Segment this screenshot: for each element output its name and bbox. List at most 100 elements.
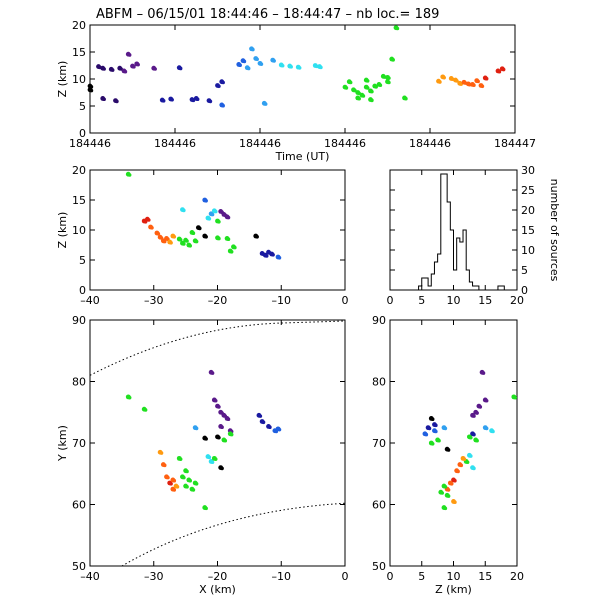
x-tick-label: –20	[208, 294, 228, 307]
data-point	[127, 395, 132, 400]
data-point	[462, 457, 467, 461]
y-tick-label: 5	[79, 100, 86, 113]
data-point	[365, 79, 370, 83]
histogram-step-line	[418, 173, 505, 291]
data-point	[204, 506, 208, 511]
data-point	[391, 58, 395, 62]
data-point	[246, 66, 251, 71]
y-tick-label: 15	[72, 194, 86, 207]
data-point	[255, 235, 259, 239]
data-point	[242, 59, 247, 64]
data-point	[404, 96, 408, 101]
data-point	[480, 84, 485, 89]
x-tick-label: 0	[342, 570, 349, 583]
x-tick-label: 0	[342, 294, 349, 307]
data-point	[475, 411, 479, 415]
x-axis-label: Time (UT)	[275, 150, 330, 163]
x-tick-label: –40	[80, 570, 100, 583]
panel-z-y-view: 0 5 10 15 20 50 60 70 80 90 Z (km)	[372, 314, 524, 596]
data-point	[172, 488, 177, 492]
y-tick-label: 50	[372, 560, 386, 573]
data-point	[476, 79, 480, 84]
y-tick-label: 60	[372, 499, 386, 512]
y-axis-label: Z (km)	[56, 212, 69, 249]
data-point	[217, 236, 221, 241]
data-point	[319, 65, 323, 70]
data-point	[146, 218, 151, 222]
y-tick-label: 10	[72, 224, 86, 237]
data-point	[150, 226, 154, 230]
y-tick-label: 20	[521, 204, 535, 217]
data-point	[132, 65, 136, 69]
data-point	[446, 448, 451, 452]
y-tick-label: 20	[72, 19, 86, 32]
data-point	[472, 83, 476, 87]
data-point	[434, 423, 438, 428]
data-point	[430, 417, 435, 422]
data-point	[185, 485, 189, 489]
x-tick-label: 0	[387, 294, 394, 307]
data-point	[204, 199, 208, 203]
data-point	[446, 494, 451, 498]
data-point	[182, 475, 186, 480]
y-axis-label: Z (km)	[56, 61, 69, 98]
y-tick-label: 70	[72, 437, 86, 450]
data-point	[472, 432, 476, 437]
data-point	[455, 79, 459, 83]
x-tick-label: 184447	[494, 137, 536, 150]
data-point	[434, 429, 438, 434]
data-point	[472, 466, 476, 471]
data-point	[446, 488, 451, 492]
data-point	[217, 84, 221, 89]
range-ring-outer	[89, 320, 346, 376]
data-point	[170, 97, 174, 102]
x-tick-label: 15	[478, 570, 492, 583]
data-point	[459, 463, 464, 468]
data-point	[191, 231, 196, 235]
data-point	[484, 426, 489, 431]
data-point	[89, 85, 94, 89]
y-axis-label: number of sources	[548, 179, 561, 282]
data-point	[191, 488, 196, 492]
data-point	[156, 232, 161, 236]
data-point	[220, 425, 224, 429]
y-tick-label: 70	[372, 437, 386, 450]
data-point	[102, 67, 106, 71]
x-tick-label: 10	[447, 570, 461, 583]
y-tick-label: 20	[72, 164, 86, 177]
data-point	[197, 226, 202, 231]
data-point	[172, 235, 177, 239]
data-point	[161, 99, 166, 103]
y-tick-label: 15	[521, 224, 535, 237]
data-point	[213, 398, 218, 403]
data-point	[226, 237, 231, 241]
x-tick-label: 10	[447, 294, 461, 307]
data-point	[217, 220, 221, 224]
data-point	[484, 398, 489, 403]
x-tick-label: –10	[272, 570, 292, 583]
data-point	[440, 491, 445, 495]
data-point	[370, 89, 374, 94]
data-point	[395, 26, 400, 31]
data-point	[207, 217, 212, 221]
data-point	[178, 238, 183, 242]
data-point	[443, 485, 448, 489]
data-point	[268, 425, 272, 429]
y-tick-label: 0	[79, 127, 86, 140]
data-point	[213, 209, 218, 214]
data-point	[123, 69, 128, 74]
data-point	[185, 469, 189, 474]
y-tick-label: 60	[72, 499, 86, 512]
data-point	[264, 254, 269, 258]
y-tick-label: 80	[372, 376, 386, 389]
data-point	[501, 67, 506, 72]
data-point	[443, 426, 448, 431]
data-point	[357, 96, 361, 101]
data-point	[378, 83, 383, 87]
data-point	[468, 435, 473, 440]
data-point	[207, 455, 212, 460]
data-point	[370, 98, 374, 103]
data-point	[185, 239, 189, 243]
data-point	[159, 451, 164, 455]
